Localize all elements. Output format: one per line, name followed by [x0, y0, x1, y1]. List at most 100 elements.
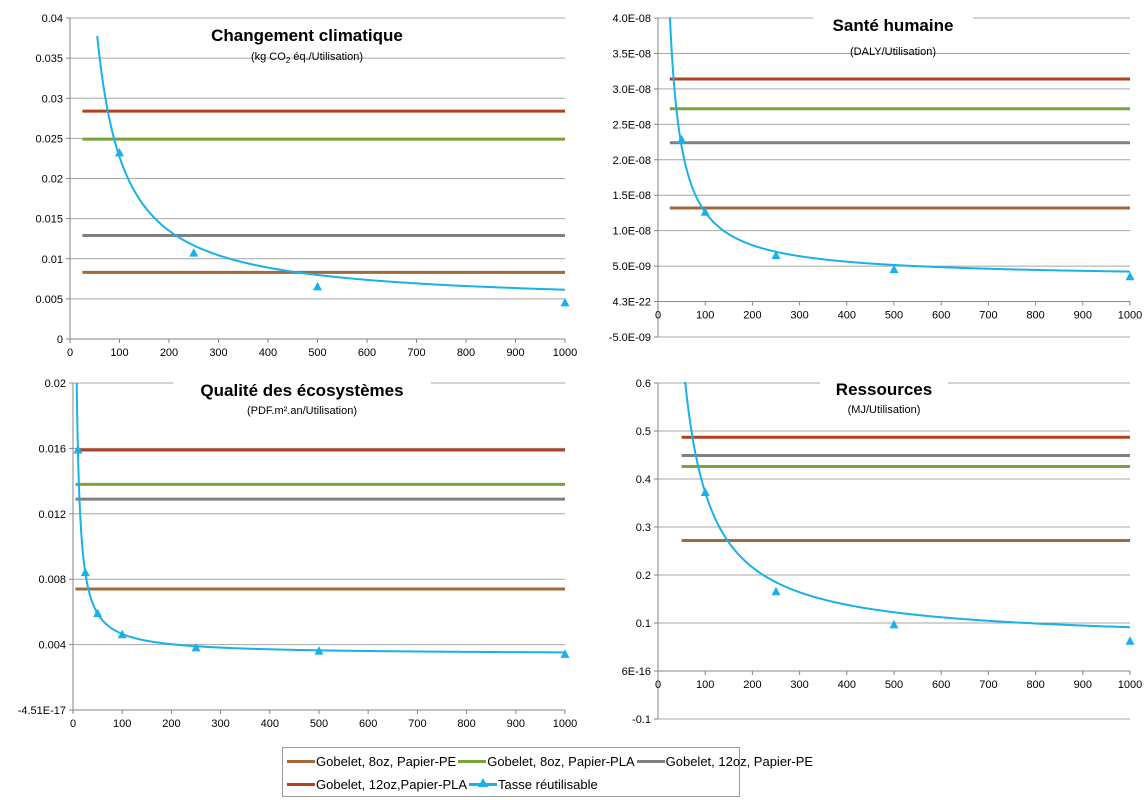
x-tick-label: 500 — [885, 679, 903, 691]
legend-swatch-gobelet-8oz-pe — [287, 752, 315, 770]
data-point-tasse — [73, 445, 83, 454]
data-point-tasse — [700, 207, 710, 216]
legend-swatch-line — [287, 760, 315, 763]
subtitle-part: (MJ/Utilisation) — [848, 404, 921, 416]
chart-title: Changement climatique — [211, 26, 403, 45]
chart-title: Qualité des écosystèmes — [200, 381, 403, 400]
x-tick-label: 900 — [1074, 310, 1092, 322]
x-tick-label: 400 — [838, 310, 856, 322]
data-point-tasse — [1125, 271, 1135, 281]
charts-canvas: 0 0.005 0.01 0.015 0.02 0.025 0.03 0.035 0.04 0 10… — [18, 13, 1143, 730]
legend-item-gobelet-12oz-pla: Gobelet, 12oz,Papier-PLA — [287, 775, 467, 793]
legend-swatch-gobelet-12oz-pla — [287, 775, 315, 793]
x-tick-label: 900 — [507, 718, 525, 730]
legend-label-gobelet-12oz-pla: Gobelet, 12oz,Papier-PLA — [316, 776, 468, 792]
x-tick-label: 300 — [790, 679, 808, 691]
series-line-tasse-reutilisable — [96, 35, 566, 291]
x-tick-label: 800 — [457, 718, 475, 730]
x-tick-label: 1000 — [1118, 679, 1142, 691]
legend-swatch-line — [458, 760, 487, 763]
y-tick-label: 0.016 — [38, 443, 66, 455]
data-point-tasse — [889, 619, 899, 629]
y-tick-label: 0.005 — [35, 294, 63, 306]
x-tick-label: 100 — [696, 679, 714, 691]
chart-subtitle: (MJ/Utilisation) — [848, 404, 921, 416]
y-tick-label: 0.02 — [42, 174, 63, 186]
legend-row-2: Gobelet, 12oz,Papier-PLA Tasse réutilisa… — [287, 775, 600, 793]
data-point-tasse — [1125, 636, 1135, 645]
series-line-tasse-reutilisable — [75, 382, 566, 654]
y-tick-label: 0.025 — [35, 133, 63, 145]
x-tick-label: 400 — [259, 347, 277, 359]
data-point-tasse — [313, 281, 322, 291]
x-tick-label: 0 — [655, 310, 661, 322]
data-point-tasse — [677, 134, 687, 144]
x-tick-label: 300 — [790, 310, 808, 322]
y-tick-label: 4.0E-08 — [612, 13, 651, 25]
y-tick-label: 0 — [57, 334, 63, 346]
x-tick-label: 0 — [655, 679, 661, 691]
data-point-tasse — [117, 629, 127, 639]
y-tick-label: 0.4 — [636, 474, 651, 486]
x-tick-label: 500 — [308, 347, 326, 359]
y-tick-label: 0.03 — [42, 93, 63, 105]
legend: Gobelet, 8oz, Papier-PE Gobelet, 8oz, Pa… — [282, 747, 813, 797]
title-background — [820, 378, 948, 400]
chart-subtitle: (DALY/Utilisation) — [850, 46, 936, 58]
y-tick-label: 5.0E-09 — [612, 261, 651, 273]
x-tick-label: 0 — [70, 718, 76, 730]
chart-title: Ressources — [836, 380, 932, 399]
x-tick-label: 100 — [110, 347, 128, 359]
legend-swatch-gobelet-12oz-pe — [636, 752, 665, 770]
x-tick-label: 600 — [358, 347, 376, 359]
x-tick-label: 700 — [407, 347, 425, 359]
x-tick-label: 800 — [1026, 679, 1044, 691]
legend-label-gobelet-12oz-pe: Gobelet, 12oz, Papier-PE — [665, 753, 814, 769]
data-point-tasse — [560, 297, 570, 307]
y-tick-label: 6E-16 — [622, 666, 651, 678]
y-tick-label: 0.04 — [42, 13, 63, 25]
data-point-tasse — [115, 147, 124, 157]
subtitle-part: (DALY/Utilisation) — [850, 46, 936, 58]
legend-label-tasse-reutilisable: Tasse réutilisable — [498, 776, 598, 792]
x-tick-label: 300 — [209, 347, 227, 359]
y-tick-label: -4.51E-17 — [18, 705, 66, 717]
x-tick-label: 600 — [932, 679, 950, 691]
triangle-marker-icon — [478, 778, 489, 787]
chart-title: Santé humaine — [833, 16, 954, 35]
chart-panel-3: -4.51E-17 0.004 0.008 0.012 0.016 0.02 0 100 200… — [18, 378, 578, 730]
x-tick-label: 300 — [211, 718, 229, 730]
x-tick-label: 800 — [1026, 310, 1044, 322]
series-line-tasse-reutilisable — [683, 382, 1131, 629]
x-tick-label: 1000 — [553, 347, 577, 359]
legend-label-gobelet-8oz-pla: Gobelet, 8oz, Papier-PLA — [487, 753, 635, 769]
chart-subtitle: (kg CO2 éq./Utilisation) — [251, 51, 363, 65]
subtitle-part: (PDF.m².an/Utilisation) — [247, 405, 357, 417]
data-point-tasse — [700, 487, 710, 496]
y-tick-label: 3.5E-08 — [612, 48, 651, 60]
y-tick-label: -5.0E-09 — [609, 332, 651, 344]
data-point-tasse — [560, 649, 570, 658]
x-tick-label: 900 — [1074, 679, 1092, 691]
y-tick-label: 0.01 — [42, 254, 63, 266]
y-tick-label: 0.035 — [35, 53, 63, 65]
x-tick-label: 100 — [113, 718, 131, 730]
x-tick-label: 400 — [261, 718, 279, 730]
title-background — [813, 14, 973, 36]
data-point-tasse — [191, 642, 201, 652]
legend-swatch-line — [636, 760, 665, 763]
x-tick-label: 0 — [67, 347, 73, 359]
x-tick-label: 100 — [696, 310, 714, 322]
legend-item-gobelet-8oz-pla: Gobelet, 8oz, Papier-PLA — [458, 752, 635, 770]
y-tick-label: 4.3E-22 — [612, 297, 651, 309]
data-point-tasse — [80, 567, 90, 577]
legend-label-gobelet-8oz-pe: Gobelet, 8oz, Papier-PE — [316, 753, 457, 769]
y-tick-label: 0.3 — [636, 522, 651, 534]
y-tick-label: 0.015 — [35, 214, 63, 226]
data-point-tasse — [771, 250, 781, 259]
y-tick-label: 1.5E-08 — [612, 190, 651, 202]
x-tick-label: 200 — [160, 347, 178, 359]
x-tick-label: 1000 — [553, 718, 577, 730]
x-tick-label: 700 — [979, 679, 997, 691]
x-tick-label: 900 — [506, 347, 524, 359]
